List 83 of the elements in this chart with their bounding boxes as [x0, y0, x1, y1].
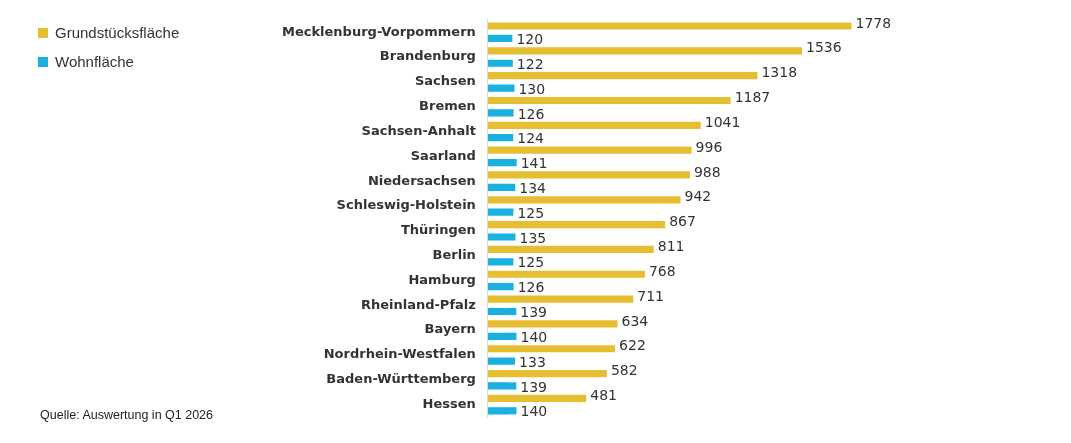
- data-label: 1318: [761, 64, 798, 81]
- bar: [487, 407, 517, 415]
- source-note: Quelle: Auswertung in Q1 2026: [40, 408, 214, 422]
- data-label: 141: [520, 155, 548, 172]
- data-label: 622: [619, 337, 646, 354]
- bar: [487, 283, 514, 291]
- bar: [487, 221, 666, 229]
- data-label: 481: [590, 387, 617, 404]
- data-label: 942: [684, 188, 712, 205]
- data-label: 996: [695, 138, 723, 155]
- data-label: 133: [519, 353, 546, 370]
- y-tick-label: Sachsen-Anhalt: [361, 122, 476, 138]
- data-label: 140: [520, 328, 548, 345]
- data-label: 634: [621, 312, 649, 329]
- bar: [487, 295, 634, 303]
- data-label: 582: [610, 362, 638, 379]
- data-label: 139: [520, 378, 548, 395]
- y-tick-label: Sachsen: [414, 73, 476, 89]
- bar: [487, 394, 587, 402]
- data-label: 1778: [855, 14, 892, 31]
- bar: [487, 183, 516, 191]
- data-label: 1536: [806, 39, 842, 56]
- bar: [487, 332, 517, 340]
- bar: [487, 369, 607, 378]
- data-label: 711: [637, 287, 665, 304]
- data-label: 134: [519, 180, 547, 197]
- bar: [487, 357, 516, 365]
- data-label: 125: [517, 254, 545, 271]
- legend-label: Wohnfläche: [55, 53, 134, 70]
- data-label: 124: [517, 130, 545, 147]
- bar: [487, 171, 690, 179]
- y-tick-label: Hessen: [422, 395, 476, 411]
- bar: [487, 345, 616, 353]
- data-label: 139: [520, 304, 548, 321]
- data-label: 122: [516, 55, 544, 72]
- data-label: 126: [517, 279, 545, 296]
- y-tick-label: Mecklenburg-Vorpommern: [281, 23, 476, 39]
- y-tick-label: Thüringen: [400, 222, 476, 238]
- bar: [487, 34, 513, 43]
- y-tick-label: Saarland: [410, 147, 476, 163]
- y-tick-label: Schleswig-Holstein: [336, 197, 476, 213]
- data-label: 867: [669, 213, 696, 230]
- bar: [487, 233, 516, 241]
- bar: [487, 47, 803, 55]
- y-tick-label: Nordrhein-Westfalen: [323, 346, 476, 362]
- bar: [487, 121, 701, 129]
- bar: [487, 208, 514, 216]
- data-label: 768: [648, 262, 676, 279]
- data-label: 140: [520, 403, 548, 420]
- data-label: 130: [518, 80, 546, 97]
- data-label: 126: [517, 105, 545, 122]
- data-label: 1041: [704, 113, 741, 130]
- y-tick-label: Brandenburg: [379, 48, 476, 64]
- legend-label: Grundstücksfläche: [55, 24, 180, 41]
- y-tick-label: Bremen: [419, 98, 476, 114]
- data-label: 125: [517, 204, 545, 221]
- bar: [487, 307, 517, 316]
- bar: [487, 258, 514, 266]
- data-label: 120: [516, 31, 544, 48]
- y-tick-label: Baden-Württemberg: [326, 371, 476, 387]
- bar: [487, 245, 654, 254]
- bar: [487, 382, 517, 390]
- bar: [487, 196, 681, 204]
- bar: [487, 59, 513, 67]
- bar: [487, 270, 645, 278]
- y-tick-label: Rheinland-Pfalz: [360, 296, 476, 312]
- bar: [487, 146, 692, 154]
- bar: [487, 22, 852, 30]
- y-tick-label: Hamburg: [408, 271, 476, 287]
- data-label: 988: [693, 163, 721, 180]
- data-label: 811: [657, 238, 685, 255]
- data-label: 135: [519, 229, 547, 246]
- bar: [487, 134, 514, 142]
- bar: [487, 96, 731, 105]
- data-label: 1187: [734, 89, 771, 106]
- y-tick-label: Bayern: [424, 321, 476, 337]
- y-tick-label: Berlin: [432, 247, 476, 263]
- bar: [487, 72, 758, 80]
- bar: [487, 320, 618, 328]
- bar: [487, 109, 514, 117]
- y-tick-label: Niedersachsen: [367, 172, 476, 188]
- bar: [487, 84, 515, 92]
- bar: [487, 158, 517, 167]
